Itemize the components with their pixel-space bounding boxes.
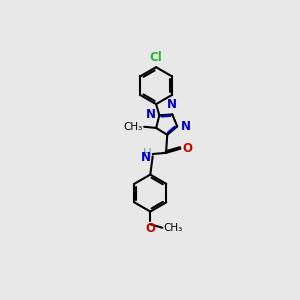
Text: H: H — [142, 147, 151, 160]
Text: N: N — [146, 108, 156, 121]
Text: CH₃: CH₃ — [124, 122, 143, 132]
Text: N: N — [141, 151, 151, 164]
Text: Cl: Cl — [150, 51, 162, 64]
Text: N: N — [181, 120, 191, 133]
Text: CH₃: CH₃ — [163, 223, 182, 233]
Text: N: N — [167, 98, 177, 111]
Text: O: O — [145, 222, 155, 235]
Text: O: O — [183, 142, 193, 155]
